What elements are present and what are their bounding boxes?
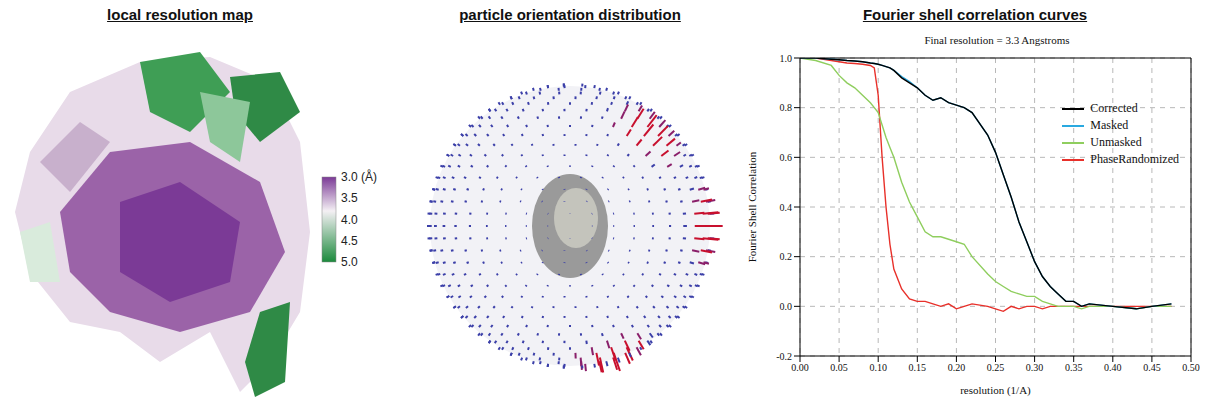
svg-text:0.35: 0.35 — [1065, 362, 1083, 373]
html-text:Unmasked: Unmasked — [1090, 135, 1142, 149]
svg-text:1.0: 1.0 — [780, 53, 793, 64]
svg-text:3.5: 3.5 — [341, 191, 358, 205]
svg-text:0.00: 0.00 — [791, 362, 809, 373]
html-text:Masked: Masked — [1090, 118, 1129, 132]
svg-text:0.05: 0.05 — [830, 362, 848, 373]
svg-text:Fourier Shell Correlation: Fourier Shell Correlation — [746, 151, 758, 262]
svg-text:0.30: 0.30 — [1026, 362, 1044, 373]
svg-text:0.50: 0.50 — [1182, 362, 1200, 373]
svg-text:0.15: 0.15 — [909, 362, 927, 373]
svg-text:0.6: 0.6 — [780, 152, 793, 163]
svg-text:0.10: 0.10 — [869, 362, 887, 373]
html-text:Corrected: Corrected — [1090, 101, 1138, 115]
svg-text:4.5: 4.5 — [341, 234, 358, 248]
svg-text:0.8: 0.8 — [780, 102, 793, 113]
svg-text:0.25: 0.25 — [987, 362, 1005, 373]
html-text:Fourier shell correlation curv: Fourier shell correlation curves — [862, 6, 1088, 23]
html-text:particle orientation distribut: particle orientation distribution — [459, 6, 681, 23]
html-text:local resolution map: local resolution map — [107, 6, 253, 23]
html-text:PhaseRandomized: PhaseRandomized — [1090, 152, 1179, 166]
svg-text:0.40: 0.40 — [1104, 362, 1122, 373]
svg-text:resolution (1/A): resolution (1/A) — [960, 384, 1031, 397]
svg-text:0.4: 0.4 — [780, 202, 793, 213]
svg-text:0.0: 0.0 — [780, 301, 793, 312]
svg-text:0.45: 0.45 — [1143, 362, 1161, 373]
svg-text:4.0: 4.0 — [341, 213, 358, 227]
svg-text:-0.2: -0.2 — [776, 351, 792, 362]
svg-text:3.0 (Å): 3.0 (Å) — [341, 169, 377, 184]
svg-text:5.0: 5.0 — [341, 255, 358, 269]
html-text:Final resolution = 3.3 Angstro: Final resolution = 3.3 Angstroms — [924, 34, 1070, 46]
svg-text:0.2: 0.2 — [780, 251, 793, 262]
svg-text:0.20: 0.20 — [948, 362, 966, 373]
